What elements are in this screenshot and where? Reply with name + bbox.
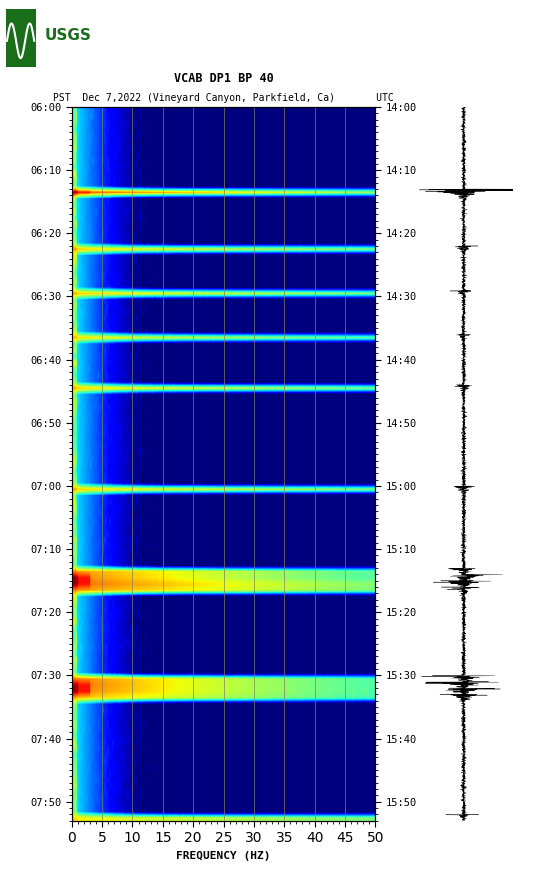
X-axis label: FREQUENCY (HZ): FREQUENCY (HZ) (176, 851, 271, 861)
Text: PST  Dec 7,2022 (Vineyard Canyon, Parkfield, Ca)       UTC: PST Dec 7,2022 (Vineyard Canyon, Parkfie… (53, 93, 394, 103)
Text: VCAB DP1 BP 40: VCAB DP1 BP 40 (174, 71, 273, 85)
Bar (6, 9, 36, 67)
Text: USGS: USGS (45, 28, 92, 43)
